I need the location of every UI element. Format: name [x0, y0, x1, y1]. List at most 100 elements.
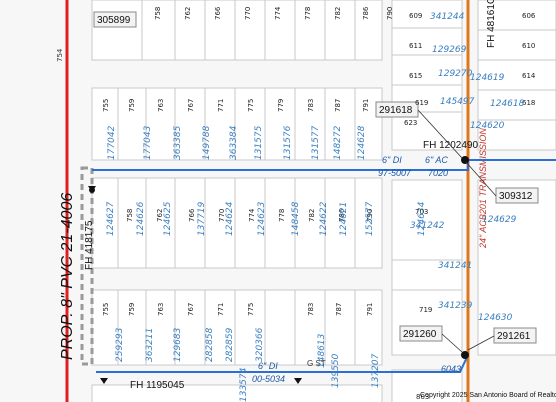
address-label: 770 [218, 209, 226, 222]
address-label: 775 [247, 99, 255, 112]
account-label: 145497 [440, 97, 475, 107]
hydrant-icon[interactable] [461, 351, 469, 359]
account-label: 139550 [331, 353, 341, 388]
address-label: 791 [366, 303, 374, 316]
boxed-label[interactable]: 309312 [495, 187, 539, 204]
addresses-mid-top: 755 759 763 767 771 775 779 783 787 791 [102, 99, 370, 112]
boxed-label[interactable]: 305899 [93, 11, 137, 28]
account-label: 124634 [417, 201, 427, 236]
upper-pipe-id: 97-5007 [378, 168, 412, 178]
address-label: 767 [187, 99, 195, 112]
addresses-top: 758 762 766 770 774 778 782 786 790 [154, 6, 394, 20]
address-label: 782 [308, 209, 316, 222]
account-label: 259293 [115, 327, 125, 362]
account-label: 282859 [225, 327, 235, 362]
address-label: 611 [409, 42, 422, 50]
valve-icon[interactable] [100, 378, 302, 384]
address-label: 703 [415, 208, 428, 216]
accounts-mid-top: 177042 177043 363385 149788 363384 131575 1315… [107, 125, 367, 160]
upper-pipe-size: 6" DI [382, 155, 402, 165]
lower-pipe-size: 6" DI [258, 361, 278, 371]
lower-street-label: G ST [307, 359, 326, 368]
upper-pipe-ac: 6" AC [425, 155, 448, 165]
address-label: 778 [304, 7, 312, 20]
account-label: 341242 [410, 221, 445, 231]
account-label: 124630 [478, 313, 513, 323]
addresses-right: 609 606 611 610 615 614 619 618 623 703 719 803 [404, 12, 536, 401]
proposed-pipe-label: PROP. 8" PVC 21-4006 [59, 193, 76, 360]
address-label: 774 [274, 6, 282, 20]
address-label: 786 [338, 208, 346, 222]
account-label: 131575 [254, 125, 264, 160]
account-label: 177043 [143, 125, 153, 160]
address-label: 609 [409, 12, 422, 20]
address-label: 755 [102, 99, 110, 112]
account-label: 152577 [365, 201, 375, 236]
account-label: 124624 [225, 201, 235, 236]
account-label: 363384 [229, 125, 239, 160]
address-label: 786 [362, 6, 370, 20]
account-label: 148272 [333, 125, 343, 160]
address-label: 783 [307, 303, 315, 316]
address-label: 766 [188, 208, 196, 222]
address-label: 790 [386, 7, 394, 20]
account-label: 149788 [202, 125, 212, 160]
account-label: 131576 [283, 125, 293, 160]
svg-text:309312: 309312 [499, 191, 533, 202]
account-label: 363385 [173, 125, 183, 160]
transmission-label: 24" ACB201 TRANSMISSION [478, 128, 488, 249]
address-label: 763 [157, 303, 165, 316]
address-label: 606 [522, 12, 536, 20]
svg-text:291260: 291260 [403, 329, 437, 340]
svg-text:291618: 291618 [379, 105, 413, 116]
address-label: 782 [334, 7, 342, 20]
boxed-label[interactable]: 291261 [493, 327, 537, 344]
accounts-mid-bottom: 124627 124626 124625 137719 124624 124623 1484… [106, 201, 427, 236]
address-label: 719 [419, 306, 432, 314]
account-label: 341241 [438, 261, 472, 271]
account-label: 363211 [145, 328, 155, 362]
address-label: 779 [277, 99, 285, 112]
copyright-text: Copyright 2025 San Antonio Board of Real… [420, 391, 556, 399]
account-label: 131577 [311, 125, 321, 160]
address-label: 614 [522, 72, 536, 80]
hydrant-icon[interactable] [88, 186, 96, 193]
address-label: 787 [335, 303, 343, 316]
addresses-mid-bottom: 758 762 766 770 774 778 782 786 790 [126, 208, 374, 222]
account-label: 148613 [317, 333, 327, 368]
upper-pipe-id2: 7020 [428, 168, 448, 178]
hydrant-label: FH 418175 [84, 220, 95, 270]
address-label: 774 [248, 208, 256, 222]
block-mid-top [91, 87, 383, 161]
boxed-label[interactable]: 291260 [399, 325, 443, 342]
block-bottom [91, 289, 383, 402]
address-label: 759 [128, 303, 136, 316]
account-label: 320366 [255, 327, 265, 362]
lower-pipe-id: 00-5034 [252, 374, 285, 384]
account-label: 341239 [438, 301, 473, 311]
address-label: 783 [307, 99, 315, 112]
address-label: 771 [217, 99, 225, 112]
account-label: 124618 [490, 99, 525, 109]
account-label: 282858 [205, 327, 215, 362]
address-label: 790 [366, 209, 374, 222]
account-label: 124629 [482, 215, 517, 225]
boxed-label[interactable]: 291618 [375, 101, 419, 118]
block-right [391, 0, 556, 402]
address-label: 759 [128, 99, 136, 112]
account-label: 148458 [291, 201, 301, 236]
lower-pipe-end: 6043 [441, 364, 461, 374]
address-label: 619 [415, 99, 428, 107]
address-label: 778 [278, 209, 286, 222]
account-label: 124627 [106, 201, 116, 236]
address-label: 787 [334, 99, 342, 112]
account-label: 177042 [107, 125, 117, 160]
account-label: 133574 [239, 367, 249, 402]
block-mid-bottom [91, 177, 383, 269]
address-label: 615 [409, 72, 422, 80]
account-label: 124619 [470, 73, 505, 83]
hydrant-icon[interactable] [461, 156, 469, 164]
address-label: 791 [362, 99, 370, 112]
